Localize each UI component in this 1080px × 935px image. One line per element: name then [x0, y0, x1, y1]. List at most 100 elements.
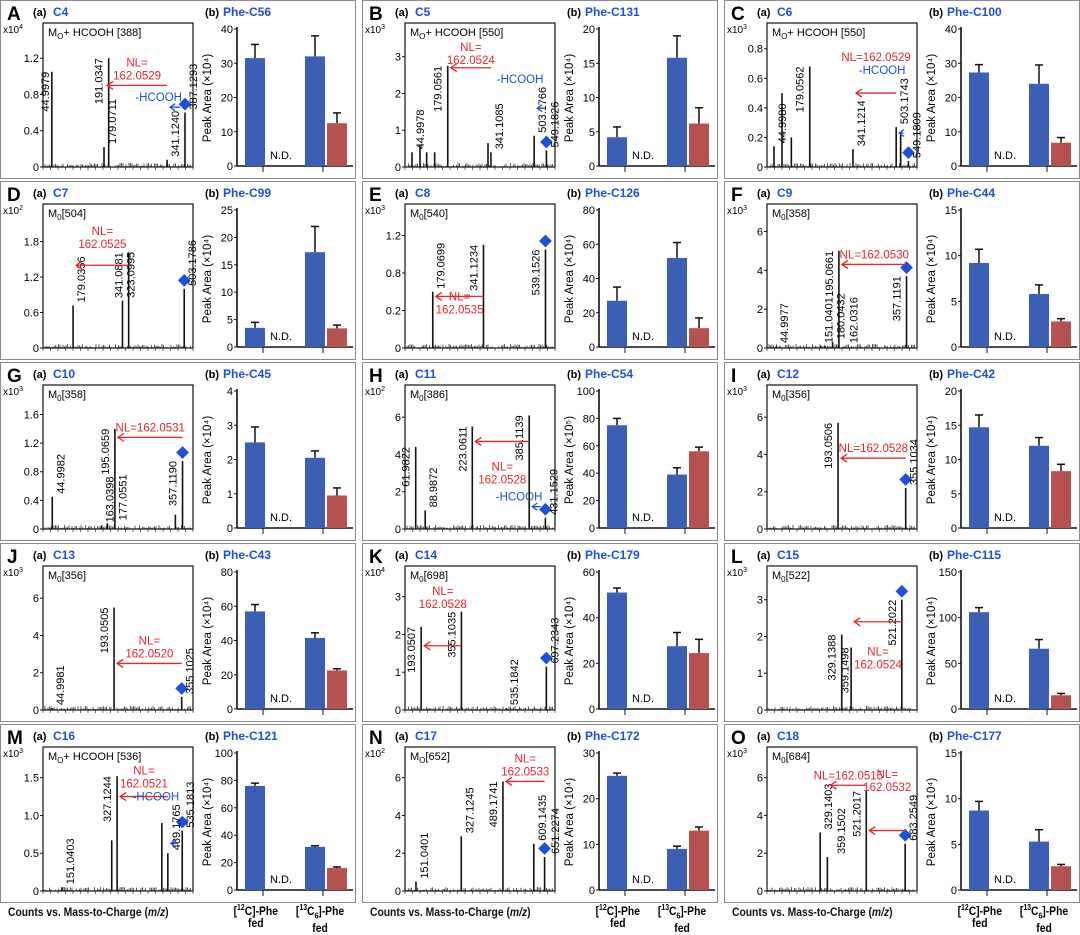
- bar-unlabeled: [607, 425, 627, 528]
- peak-mz-label: 609.1435: [537, 795, 549, 841]
- bar-tag: (b): [567, 7, 581, 19]
- peak-mz-label: 355.1034: [909, 439, 921, 485]
- hcooh-loss-label: -HCOOH: [496, 492, 543, 504]
- peak-mz-label: 44.9978: [415, 110, 427, 150]
- bar-tag: (b): [205, 369, 219, 381]
- peak-label-group: 431.1529: [548, 469, 560, 515]
- panel-letter: A: [7, 4, 21, 25]
- neutral-loss-label: 162.0528: [478, 474, 526, 486]
- bar-y-tick-label: 20: [221, 93, 233, 105]
- panel-graphics: C (a) C6 (b) Phe-C100 x103 MO+ HCOOH [550] 0 0.2…: [727, 4, 1077, 174]
- neutral-loss-label: NL=: [432, 586, 454, 598]
- precursor-diamond-icon: [895, 584, 909, 598]
- peak-mz-label: 651.2274: [550, 808, 562, 854]
- spectrum-tag: (a): [395, 550, 409, 562]
- peak-mz-label: 341.0881: [114, 252, 126, 298]
- peak-label-group: 387.1293: [188, 64, 200, 110]
- precursor-ion-label: M0[540]: [410, 208, 448, 222]
- neutral-loss-label-group: NL=162.0533: [501, 753, 549, 778]
- feed-label-13c6: [13C6]-Phe fed: [295, 903, 345, 935]
- peak-mz-label: 431.1529: [548, 469, 560, 515]
- bar-y-axis-label: Peak Area (×10⁴): [564, 597, 576, 686]
- spectrum-y-tick-label: 1.2: [24, 272, 39, 284]
- peak-mz-label: 521.2022: [887, 600, 899, 646]
- peak-mz-label: 177.0551: [118, 474, 130, 520]
- bar-y-axis-label: Peak Area (×10⁵): [564, 416, 576, 504]
- hcooh-loss-label: -HCOOH: [133, 791, 180, 803]
- peak-mz-label: 193.0506: [823, 423, 835, 469]
- panel-graphics: J (a) C13 (b) Phe-C43 x103 M0[356] 0 2 4 6 44.9981 1…: [3, 547, 353, 717]
- bar-y-tick-label: 1: [227, 489, 233, 501]
- spectrum-y-tick-label: 1.6: [24, 409, 39, 421]
- not-detected-label: N.D.: [270, 512, 292, 524]
- spectrum-y-tick-label: 6: [395, 412, 401, 424]
- spectrum-tag: (a): [33, 188, 47, 200]
- panel-letter: E: [369, 185, 382, 206]
- neutral-loss-label: 162.0528: [419, 599, 467, 611]
- panel-letter: I: [731, 366, 736, 387]
- not-detected-label: N.D.: [994, 331, 1016, 343]
- intensity-exponent: x103: [727, 748, 747, 760]
- intensity-exponent: x103: [3, 567, 23, 579]
- arrowhead-left-icon: [74, 260, 83, 270]
- bar-y-tick-label: 10: [221, 287, 233, 299]
- bar-y-tick-label: 0: [227, 342, 233, 354]
- bar-y-tick-label: 0: [951, 523, 957, 535]
- feed-label-12c: [12C]-Phe fed: [595, 903, 640, 930]
- peak-mz-label: 549.1809: [911, 112, 923, 158]
- bar-y-tick-label: 40: [945, 24, 957, 36]
- bar-y-axis-label: Peak Area (×10⁴): [564, 778, 576, 867]
- bar-y-tick-label: 0: [951, 161, 957, 173]
- peak-mz-label: 191.0347: [94, 58, 106, 104]
- arrowhead-left-icon: [531, 502, 538, 511]
- bar-labeled: [689, 451, 709, 528]
- not-detected-label: N.D.: [632, 331, 654, 343]
- bar-y-axis-label: Peak Area (×10⁴): [202, 597, 214, 686]
- peak-label-group: 359.1498: [840, 648, 852, 694]
- neutral-loss-label: 162.0520: [125, 648, 173, 660]
- spectrum-y-tick-label: 6: [757, 773, 763, 785]
- bar-title: Phe-C43: [223, 548, 271, 562]
- peak-mz-label: 503.1743: [899, 78, 911, 124]
- bar-tag: (b): [929, 550, 943, 562]
- compound-label: C10: [53, 367, 75, 381]
- intensity-exponent: x103: [727, 24, 747, 36]
- intensity-exponent: x103: [365, 24, 385, 36]
- not-detected-label: N.D.: [270, 150, 292, 162]
- bar-y-tick-label: 2: [227, 455, 233, 467]
- spectrum-y-tick-label: 2: [757, 487, 763, 499]
- bar-unlabeled: [969, 612, 989, 709]
- peak-label-group: 179.0561: [433, 66, 445, 112]
- peak-label-group: 327.1244: [102, 776, 114, 822]
- peak-label-group: 327.1245: [464, 787, 476, 833]
- neutral-loss-label: NL=: [133, 765, 155, 777]
- peak-mz-label: 193.0507: [406, 627, 418, 673]
- spectrum-y-tick-label: 1.2: [24, 53, 39, 65]
- not-detected-label: N.D.: [632, 512, 654, 524]
- arrowhead-left-icon: [868, 826, 876, 836]
- bar-labeled: [1051, 471, 1071, 528]
- compound-label: C5: [415, 5, 431, 19]
- bar-tag: (b): [567, 550, 581, 562]
- bar-title: Phe-C115: [947, 548, 1001, 562]
- peak-label-group: 535.1813: [185, 782, 197, 828]
- bar-y-tick-label: 15: [221, 260, 233, 272]
- panel-letter: H: [369, 366, 383, 387]
- bar-y-tick-label: 20: [221, 858, 233, 870]
- bar-labeled: [327, 123, 347, 166]
- bar-unlabeled: [245, 785, 265, 890]
- spectrum-tag: (a): [757, 188, 771, 200]
- bar-y-tick-label: 40: [221, 24, 233, 36]
- bar-y-tick-label: 15: [583, 58, 595, 70]
- spectrum-y-tick-label: 0: [395, 162, 401, 174]
- intensity-exponent: x103: [3, 386, 23, 398]
- hcooh-label-group: -HCOOH: [496, 492, 543, 504]
- intensity-exponent: x104: [365, 567, 385, 579]
- peak-label-group: 489.1741: [488, 781, 500, 827]
- spectrum-y-tick-label: 1.5: [24, 773, 39, 785]
- bar-y-tick-label: 0: [227, 161, 233, 173]
- peak-mz-label: 163.0398: [105, 477, 117, 523]
- bar-labeled: [689, 830, 709, 890]
- spectrum-noise: [768, 163, 915, 167]
- bar-y-axis-label: Peak Area (×10⁴): [202, 54, 214, 143]
